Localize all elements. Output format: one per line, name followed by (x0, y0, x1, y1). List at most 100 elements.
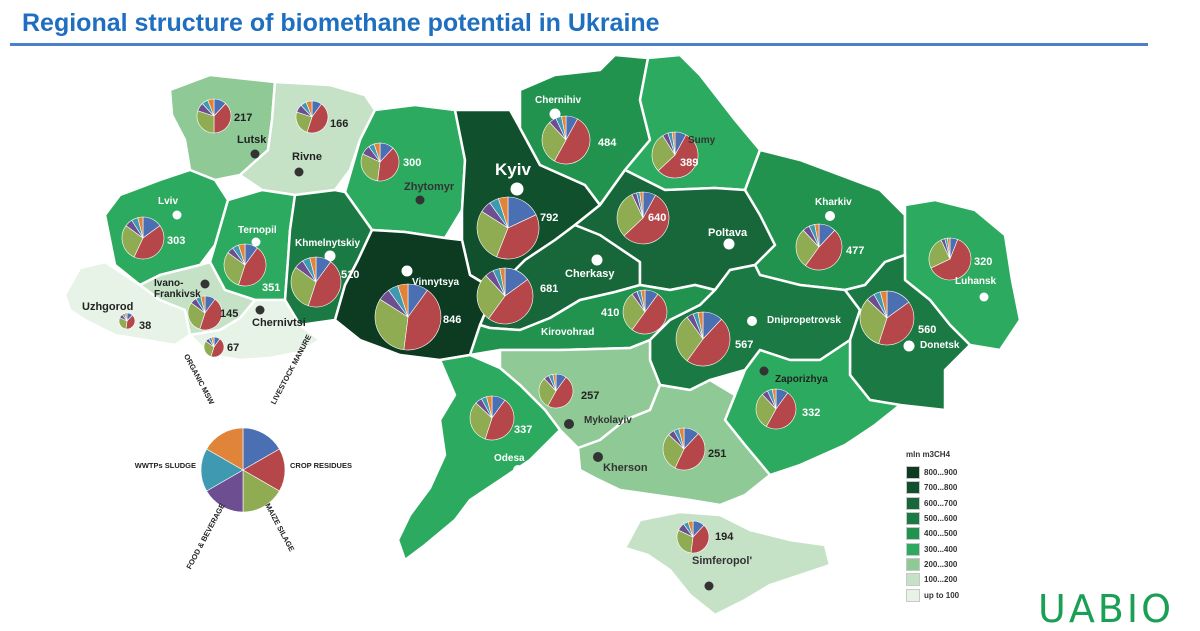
region-name-label: Dnipropetrovsk (767, 315, 841, 326)
region-value-label: 510 (341, 269, 359, 281)
pie-slice (207, 98, 215, 117)
region-pie-chart (290, 256, 342, 308)
pie-slice (498, 196, 509, 229)
city-marker (251, 237, 261, 247)
city-marker (549, 108, 561, 120)
region-value-label: 337 (514, 424, 532, 436)
pie-slice (213, 103, 232, 134)
pie-slice (121, 225, 144, 258)
region-odesa[interactable] (396, 353, 562, 562)
key-pie-label: ORGANIC MSW (182, 352, 217, 406)
pie-slice (210, 338, 225, 358)
legend-label: up to 100 (924, 590, 960, 600)
city-marker (564, 419, 574, 429)
city-marker (294, 167, 304, 177)
legend-swatch (906, 542, 920, 556)
title-underline (10, 43, 1148, 46)
legend-swatch (906, 527, 920, 541)
region-value-label: 792 (540, 212, 558, 224)
pie-slice (124, 312, 128, 322)
key-pie-slice (200, 448, 244, 492)
region-value-label: 332 (802, 407, 820, 419)
legend-row: 600...700 (906, 496, 992, 511)
region-name-label: Kherson (603, 462, 648, 474)
region-pie-chart (755, 388, 797, 430)
region-value-label: 303 (167, 235, 185, 247)
city-marker (704, 581, 714, 591)
pie-slice (538, 378, 557, 407)
city-marker (415, 195, 425, 205)
city-marker (513, 465, 523, 475)
pie-slice (125, 314, 136, 330)
pie-slice (687, 520, 694, 538)
region-name-label: Donetsk (920, 340, 960, 351)
region-pie-chart (121, 216, 165, 260)
pie-slice (496, 214, 540, 260)
region-value-label: 67 (227, 342, 239, 354)
key-pie-label: MAIZE SILAGE (263, 502, 296, 553)
legend-row: 700...800 (906, 480, 992, 495)
legend-row: 200...300 (906, 557, 992, 572)
region-value-label: 251 (708, 448, 726, 460)
pie-slice (211, 336, 215, 348)
pie-slice (397, 283, 409, 318)
region-pie-chart (538, 373, 574, 409)
city-marker (324, 250, 336, 262)
pie-slice (678, 427, 685, 450)
key-pie-slice (242, 427, 280, 471)
legend: mln m3CH4 800...900 700...800 600...700 … (906, 450, 992, 603)
region-name-label: Uzhgorod (82, 301, 133, 313)
pie-slice (552, 373, 557, 392)
region-name-label: Simferopol' (692, 555, 752, 567)
legend-label: 600...700 (924, 498, 958, 508)
region-value-label: 166 (330, 118, 348, 130)
city-marker (593, 452, 603, 462)
region-name-label: Mykolayiv (584, 415, 632, 426)
region-crimea[interactable] (623, 510, 832, 617)
region-name-label: Odesa (494, 453, 525, 464)
region-name-label: Ternopil (238, 225, 277, 236)
page-title: Regional structure of biomethane potenti… (22, 9, 660, 37)
key-pie-label: CROP RESIDUES (290, 461, 352, 470)
region-value-label: 410 (601, 307, 619, 319)
legend-row: 400...500 (906, 526, 992, 541)
region-name-label: Kharkiv (815, 197, 852, 208)
pie-slice (309, 256, 317, 283)
key-pie-slice (242, 448, 286, 492)
pie-slice (879, 290, 888, 319)
region-pie-chart (469, 395, 515, 441)
legend-label: 100...200 (924, 575, 958, 585)
pie-slice (547, 376, 574, 409)
region-pie-chart (196, 98, 232, 134)
legend-row: 100...200 (906, 572, 992, 587)
pie-slice (403, 289, 442, 351)
pie-slice (238, 247, 267, 287)
legend-swatch (906, 466, 920, 480)
region-pie-chart (374, 283, 442, 351)
pie-slice (199, 298, 223, 331)
pie-slice (306, 103, 329, 134)
key-pie-slice (206, 469, 244, 513)
region-value-label: 484 (598, 137, 617, 149)
pie-slice (377, 147, 400, 182)
region-name-label: Vinnytsya (412, 277, 459, 288)
region-value-label: 300 (403, 157, 421, 169)
legend-row: 300...400 (906, 541, 992, 556)
key-pie-label: WWTPs SLUDGE (135, 461, 196, 470)
city-marker (979, 292, 989, 302)
region-pie-chart (616, 191, 670, 245)
region-value-label: 194 (715, 531, 734, 543)
pie-slice (675, 316, 704, 362)
region-name-label: Ivano- (154, 278, 183, 289)
region-pie-chart (118, 312, 136, 330)
region-value-label: 567 (735, 339, 753, 351)
city-marker (747, 316, 757, 326)
pie-slice (639, 191, 644, 219)
region-pie-chart (859, 290, 915, 346)
city-marker (591, 254, 603, 266)
pie-slice (771, 388, 777, 410)
region-name-label: Lviv (158, 196, 178, 207)
region-value-label: 560 (918, 324, 936, 336)
city-marker (250, 149, 260, 159)
